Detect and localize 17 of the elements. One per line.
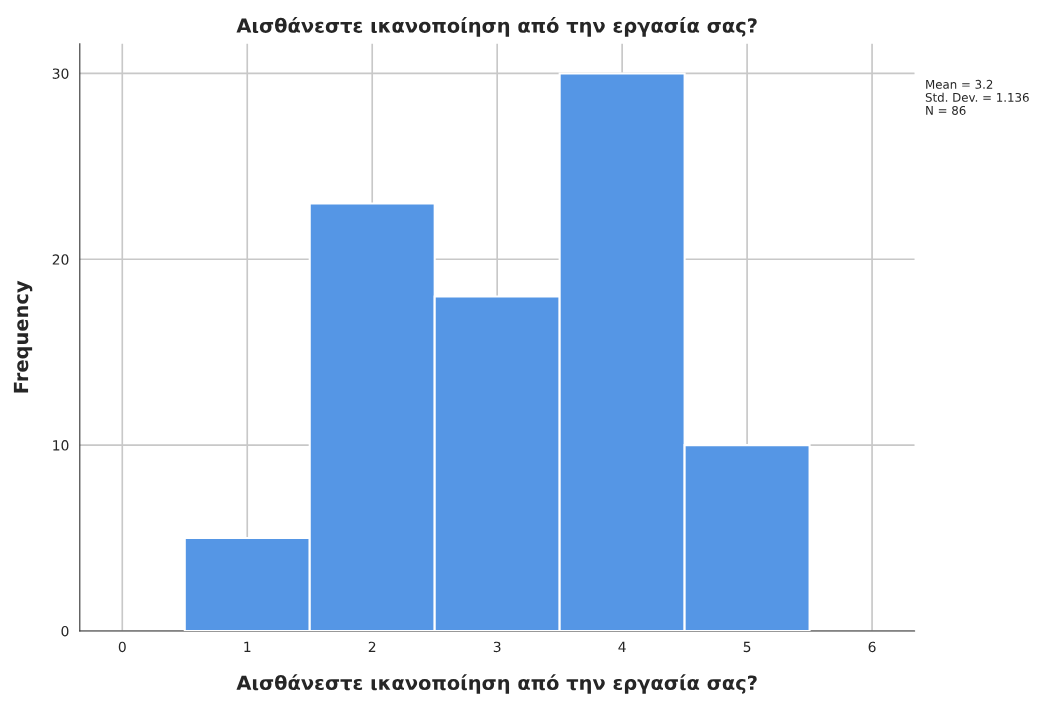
- text: N = 86: [926, 105, 966, 115]
- text: Mean = 3.2: [926, 79, 993, 89]
- text: Std. Dev. = 1.136: [925, 92, 1029, 102]
- x-tick-label: 4: [618, 641, 626, 652]
- y-tick-label: 0: [61, 625, 69, 637]
- y-tick-label: 10: [53, 440, 69, 451]
- x-tick-label: 0: [118, 641, 126, 653]
- x-tick-label: 1: [244, 641, 251, 652]
- x-tick-label: 2: [368, 641, 376, 652]
- x-tick-label: 6: [868, 641, 876, 653]
- x-tick-label: 5: [743, 641, 751, 653]
- chart-title: Αισθάνεστε ικανοποίηση από την εργασία σας?: [236, 17, 757, 37]
- x-tick-label: 3: [493, 641, 501, 653]
- y-axis-title: Frequency: [13, 280, 33, 393]
- y-tick-label: 30: [52, 68, 69, 79]
- x-axis-title: Αισθάνεστε ικανοποίηση από την εργασία σας?: [236, 674, 757, 694]
- y-tick-label: 20: [52, 254, 69, 265]
